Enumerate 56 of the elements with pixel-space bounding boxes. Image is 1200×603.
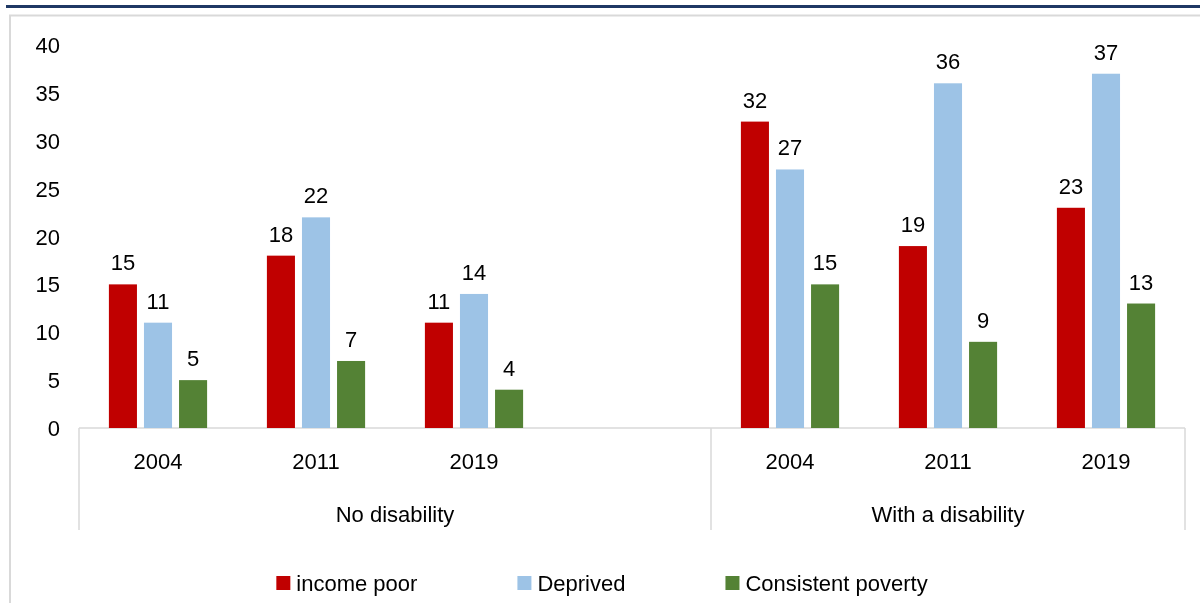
y-tick-label: 15 — [35, 271, 60, 297]
bar — [179, 380, 208, 428]
legend-label: Deprived — [537, 570, 626, 596]
bar — [740, 121, 769, 428]
y-tick-label: 30 — [35, 128, 60, 154]
data-label: 9 — [976, 307, 990, 333]
text: No disability — [335, 501, 455, 527]
bar — [459, 293, 489, 428]
x-tick-label: 2011 — [292, 448, 340, 474]
data-label: 7 — [344, 326, 358, 352]
data-label: 11 — [427, 288, 451, 314]
x-tick-label: 2004 — [133, 448, 183, 474]
y-tick-label: 20 — [35, 224, 60, 249]
data-label: 23 — [1058, 173, 1084, 199]
data-label: 36 — [935, 48, 961, 74]
data-label: 15 — [110, 249, 136, 275]
y-tick-label: 25 — [35, 176, 60, 202]
bar — [969, 341, 998, 428]
data-label: 19 — [900, 211, 926, 237]
bar — [933, 83, 963, 428]
bar — [266, 255, 295, 428]
data-label: 22 — [303, 182, 329, 208]
bar — [337, 360, 366, 428]
bar — [301, 217, 331, 428]
data-label: 5 — [186, 345, 200, 371]
y-tick-label: 35 — [35, 80, 60, 106]
bar — [143, 322, 173, 428]
data-label: 14 — [461, 259, 487, 285]
bar — [1091, 73, 1121, 428]
legend-label: Consistent poverty — [745, 570, 928, 596]
text: With a disability — [871, 501, 1025, 527]
y-tick-label: 10 — [35, 319, 60, 345]
bar — [1127, 303, 1156, 428]
bar — [775, 169, 805, 428]
y-tick-label: 40 — [35, 32, 60, 58]
data-label: 4 — [502, 355, 516, 381]
y-tick-label: 5 — [47, 367, 60, 393]
x-tick-label: 2011 — [924, 448, 972, 474]
legend-label: income poor — [296, 570, 418, 596]
bar — [495, 389, 524, 428]
x-tick-label: 2019 — [449, 448, 499, 474]
data-label: 32 — [742, 87, 768, 113]
bar — [898, 246, 927, 428]
x-tick-label: 2004 — [765, 448, 815, 474]
data-label: 37 — [1093, 39, 1119, 65]
bar — [424, 322, 453, 428]
data-label: 13 — [1128, 269, 1154, 295]
x-tick-label: 2019 — [1081, 448, 1131, 474]
data-label: 18 — [268, 221, 294, 247]
y-tick-label: 0 — [47, 415, 60, 441]
bar — [1056, 207, 1085, 428]
data-label: 15 — [812, 249, 838, 275]
data-label: 11 — [146, 288, 170, 314]
bar — [108, 284, 137, 428]
bar — [811, 284, 840, 428]
data-label: 27 — [777, 134, 803, 160]
